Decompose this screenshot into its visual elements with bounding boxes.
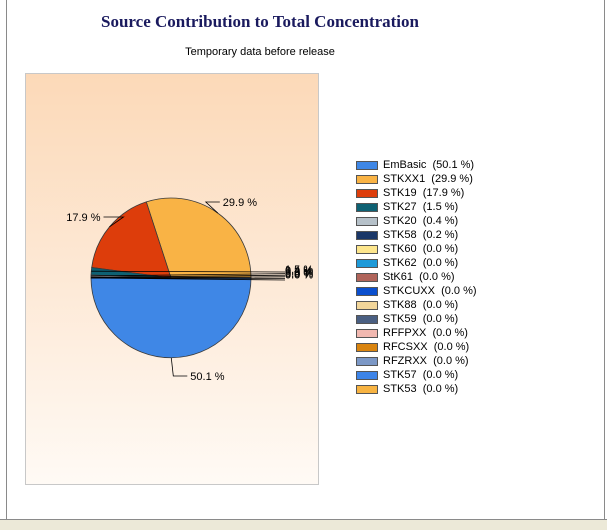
leader-line (90, 274, 286, 278)
leader-line (170, 357, 188, 377)
legend-item: RFFPXX (0.0 %) (356, 326, 477, 340)
legend-item: STKCUXX (0.0 %) (356, 284, 477, 298)
legend-item: StK61 (0.0 %) (356, 270, 477, 284)
legend-swatch (356, 286, 378, 296)
data-label: 0.4 % (285, 265, 313, 277)
legend-item: STK88 (0.0 %) (356, 298, 477, 312)
legend-swatch (356, 258, 378, 268)
legend-label: STK59 (0.0 %) (383, 313, 459, 325)
legend-label: STK58 (0.2 %) (383, 229, 459, 241)
legend-label: STK60 (0.0 %) (383, 243, 459, 255)
legend-swatch (356, 314, 378, 324)
legend-label: STK88 (0.0 %) (383, 299, 459, 311)
data-label: 0.0 % (285, 268, 313, 280)
data-label: 29.9 % (223, 197, 257, 209)
legend-label: STK53 (0.0 %) (383, 383, 459, 395)
legend-swatch (356, 384, 378, 394)
legend-item: RFCSXX (0.0 %) (356, 340, 477, 354)
legend-label: STK62 (0.0 %) (383, 257, 459, 269)
chart-subtitle: Temporary data before release (185, 46, 335, 58)
legend-item: RFZRXX (0.0 %) (356, 354, 477, 368)
legend-label: StK61 (0.0 %) (383, 271, 455, 283)
legend-label: STK19 (17.9 %) (383, 187, 465, 199)
leader-line (91, 270, 286, 273)
legend-swatch (356, 216, 378, 226)
legend-label: STK27 (1.5 %) (383, 201, 459, 213)
legend-swatch (356, 230, 378, 240)
legend-label: STKCUXX (0.0 %) (383, 285, 477, 297)
legend-item: STK53 (0.0 %) (356, 382, 477, 396)
chart-title: Source Contribution to Total Concentrati… (101, 12, 419, 31)
pie-slice-embasic (90, 277, 252, 359)
data-label: 0.2 % (285, 266, 313, 278)
legend-swatch (356, 328, 378, 338)
legend-label: STK20 (0.4 %) (383, 215, 459, 227)
legend-item: STK58 (0.2 %) (356, 228, 477, 242)
data-label: 0.0 % (285, 270, 313, 282)
legend-item: STK57 (0.0 %) (356, 368, 477, 382)
leader-line (90, 273, 286, 277)
legend-item: STK19 (17.9 %) (356, 186, 477, 200)
legend-swatch (356, 370, 378, 380)
legend-swatch (356, 188, 378, 198)
legend-item: STK20 (0.4 %) (356, 214, 477, 228)
legend-label: RFFPXX (0.0 %) (383, 327, 468, 339)
legend-item: STK62 (0.0 %) (356, 256, 477, 270)
data-label: 0.0 % (285, 267, 313, 279)
legend-item: STK27 (1.5 %) (356, 200, 477, 214)
legend-swatch (356, 202, 378, 212)
leader-line (103, 216, 125, 228)
legend-swatch (356, 174, 378, 184)
legend-label: RFZRXX (0.0 %) (383, 355, 469, 367)
legend-swatch (356, 356, 378, 366)
legend-swatch (356, 342, 378, 352)
pie-slice-stkxx1 (145, 197, 252, 279)
legend-label: STK57 (0.0 %) (383, 369, 459, 381)
legend-label: RFCSXX (0.0 %) (383, 341, 470, 353)
data-label: 1.5 % (285, 264, 313, 276)
legend-label: STKXX1 (29.9 %) (383, 173, 473, 185)
legend-item: EmBasic (50.1 %) (356, 158, 477, 172)
window-left-border (0, 0, 7, 520)
leader-line (204, 201, 220, 214)
legend-item: STK60 (0.0 %) (356, 242, 477, 256)
data-label: 17.9 % (66, 212, 100, 224)
window-right-border (604, 0, 607, 520)
legend-swatch (356, 160, 378, 170)
legend-item: STK59 (0.0 %) (356, 312, 477, 326)
window-bottom-bar (0, 519, 607, 530)
data-label: 50.1 % (190, 371, 224, 383)
legend-swatch (356, 272, 378, 282)
leader-line (90, 277, 286, 281)
legend-swatch (356, 244, 378, 254)
legend-label: EmBasic (50.1 %) (383, 159, 475, 171)
legend-item: STKXX1 (29.9 %) (356, 172, 477, 186)
legend-swatch (356, 300, 378, 310)
chart-legend: EmBasic (50.1 %) STKXX1 (29.9 %) STK19 (17… (356, 158, 477, 396)
